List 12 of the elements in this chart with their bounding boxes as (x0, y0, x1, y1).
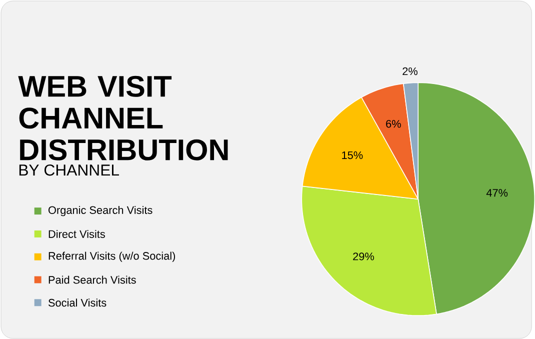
data-label: 6% (386, 120, 401, 128)
legend-label: Organic Search Visits (48, 206, 152, 216)
legend-label: Paid Search Visits (48, 276, 136, 284)
text: BY CHANNEL (19, 164, 119, 176)
data-label: 15% (342, 151, 363, 159)
data-label: 47% (486, 188, 508, 196)
data-label: 2% (402, 67, 418, 75)
legend-label: Social Visits (48, 298, 106, 306)
data-label: 29% (353, 252, 374, 260)
text: WEB VISIT CHANNEL DISTRIBUTION (18, 76, 228, 160)
legend-label: Referral Visits (w/o Social) (48, 252, 176, 262)
legend-label: Direct Visits (48, 230, 105, 238)
